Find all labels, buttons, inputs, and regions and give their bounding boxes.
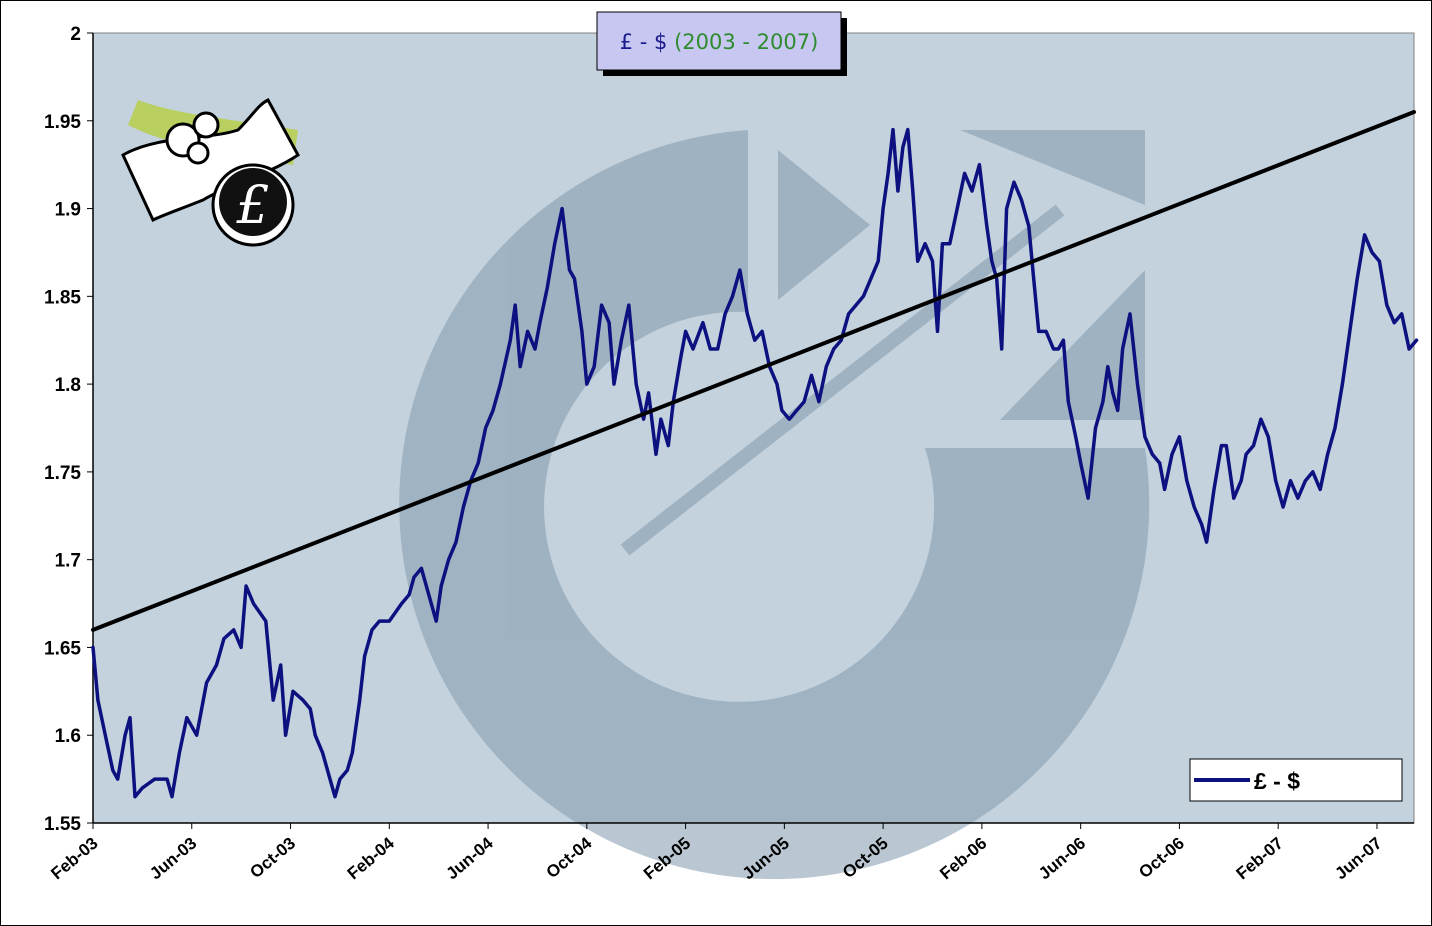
y-tick-label: 2 bbox=[70, 24, 81, 45]
clipart-coin-2 bbox=[192, 111, 220, 139]
clipart-pound-glyph: £ bbox=[235, 176, 269, 236]
y-tick-label: 1.6 bbox=[55, 726, 81, 747]
title-background bbox=[596, 11, 842, 71]
trend-line bbox=[91, 110, 1416, 632]
axes bbox=[92, 33, 1414, 824]
pound-money-clipart-icon: £ bbox=[121, 98, 300, 247]
y-tick-label: 1.8 bbox=[55, 375, 81, 396]
y-axis-ticks: 2 1.95 1.9 1.85 1.8 1.75 1.7 1.65 1.6 1.55 bbox=[44, 24, 93, 835]
y-tick-label: 1.9 bbox=[55, 200, 81, 221]
clipart-pound-coin-face bbox=[219, 168, 287, 236]
watermark-triangle-left bbox=[778, 150, 870, 300]
legend: £ - $ bbox=[1189, 758, 1403, 802]
y-tick-label: 1.75 bbox=[44, 463, 81, 484]
gbp-usd-series-line bbox=[91, 127, 1419, 799]
watermark-logo bbox=[399, 130, 1150, 880]
title-gap bbox=[667, 30, 674, 54]
legend-label: £ - $ bbox=[1254, 768, 1300, 794]
watermark-triangle-top bbox=[778, 130, 1145, 205]
watermark-arrow bbox=[1000, 270, 1145, 420]
series-layer bbox=[91, 110, 1419, 799]
plot-area bbox=[92, 32, 1415, 824]
watermark-diagonal bbox=[620, 204, 1065, 556]
legend-box bbox=[1189, 758, 1403, 802]
title-suffix: (2003 - 2007) bbox=[674, 30, 818, 54]
y-tick-label: 1.85 bbox=[44, 287, 81, 308]
y-tick-label: 1.7 bbox=[55, 551, 81, 572]
title-prefix: £ - $ bbox=[620, 30, 668, 54]
y-tick-label: 1.55 bbox=[44, 814, 81, 835]
chart-title: £ - $ (2003 - 2007) bbox=[620, 30, 819, 54]
chart-title-box: £ - $ (2003 - 2007) bbox=[596, 11, 847, 76]
watermark-c-shape bbox=[399, 130, 1150, 880]
y-tick-label: 1.65 bbox=[44, 638, 81, 659]
y-tick-label: 1.95 bbox=[44, 112, 81, 133]
clipart-coin-3 bbox=[186, 141, 210, 165]
